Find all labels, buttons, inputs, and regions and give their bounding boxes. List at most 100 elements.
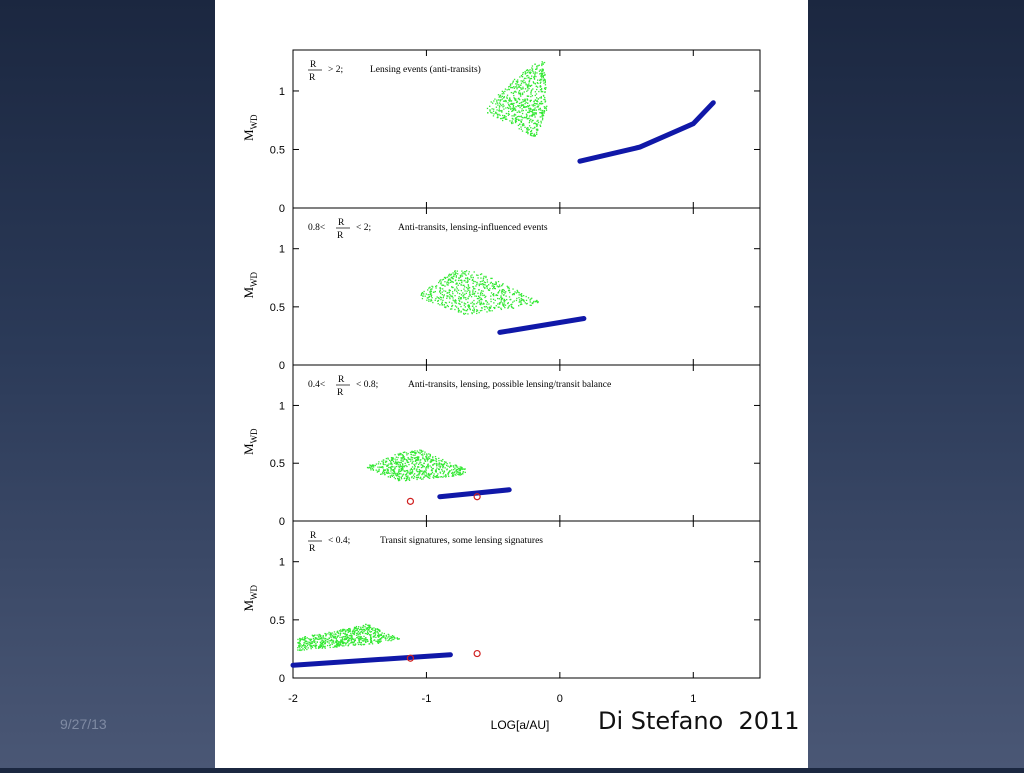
green-point: [494, 306, 496, 309]
x-tick-label: -2: [288, 693, 298, 705]
green-point: [522, 123, 525, 125]
green-point: [339, 636, 341, 639]
green-point: [546, 105, 548, 107]
green-point: [530, 84, 533, 87]
green-point: [432, 464, 434, 466]
green-point: [344, 632, 346, 634]
green-point: [405, 479, 408, 481]
green-point: [504, 299, 506, 302]
green-point: [460, 294, 463, 296]
green-point: [454, 270, 456, 273]
green-point: [385, 471, 388, 474]
green-point: [497, 286, 500, 288]
green-point: [537, 119, 539, 122]
green-point: [501, 114, 504, 117]
green-point: [416, 459, 418, 461]
green-point: [480, 301, 482, 303]
green-point: [533, 122, 535, 125]
green-point: [480, 297, 482, 300]
green-point: [443, 290, 445, 292]
green-point: [531, 95, 534, 97]
green-point: [299, 642, 301, 645]
green-point: [365, 641, 367, 644]
green-point: [521, 116, 523, 119]
green-point: [362, 637, 364, 640]
green-point: [489, 105, 491, 107]
green-point: [504, 90, 506, 93]
green-point: [432, 291, 435, 293]
green-point: [441, 468, 443, 471]
green-point: [349, 628, 351, 630]
green-point: [435, 460, 438, 463]
green-point: [520, 293, 522, 296]
green-point: [483, 283, 485, 286]
green-point: [322, 641, 325, 644]
green-point: [415, 452, 417, 454]
green-point: [427, 473, 430, 475]
green-point: [519, 115, 521, 118]
green-point: [475, 274, 478, 276]
green-point: [402, 460, 404, 462]
green-point: [498, 108, 501, 110]
green-point: [402, 456, 404, 458]
green-point: [408, 458, 411, 460]
green-point: [485, 305, 488, 308]
green-point: [526, 90, 528, 92]
green-point: [321, 642, 323, 644]
green-point: [400, 454, 402, 456]
green-point: [528, 80, 531, 82]
green-point: [411, 475, 413, 478]
green-point: [509, 107, 511, 109]
green-point: [520, 297, 522, 300]
green-point: [539, 112, 541, 114]
green-point: [339, 632, 342, 635]
green-point: [427, 465, 429, 468]
green-point: [446, 304, 449, 307]
green-point: [329, 644, 331, 647]
green-point: [541, 112, 543, 115]
green-point: [503, 96, 505, 99]
green-point: [500, 307, 502, 309]
green-point: [314, 646, 317, 648]
green-point: [539, 124, 541, 126]
green-point: [536, 125, 538, 128]
green-point: [306, 637, 308, 639]
green-point: [459, 297, 462, 299]
green-point: [484, 308, 486, 311]
green-point: [460, 297, 463, 299]
green-point: [536, 67, 538, 69]
green-point: [486, 301, 489, 303]
green-point: [307, 643, 309, 645]
green-point: [517, 98, 520, 100]
green-point: [442, 278, 445, 281]
green-point: [432, 457, 434, 459]
green-point: [500, 298, 503, 300]
green-point: [411, 458, 413, 461]
green-point: [462, 309, 465, 311]
green-point: [499, 105, 501, 107]
green-point: [488, 303, 490, 305]
green-point: [459, 474, 462, 476]
green-point: [386, 464, 388, 466]
green-point: [536, 97, 538, 99]
green-point: [299, 639, 301, 641]
green-point: [315, 637, 318, 639]
green-point: [415, 463, 417, 465]
green-point: [307, 647, 309, 649]
green-point: [362, 624, 365, 627]
green-point: [336, 645, 338, 647]
green-point: [427, 475, 429, 477]
green-point: [508, 100, 511, 102]
green-point: [530, 118, 532, 121]
green-point: [529, 304, 531, 306]
green-point: [536, 299, 538, 302]
green-point: [540, 112, 542, 114]
green-point: [459, 466, 461, 468]
green-point: [335, 633, 337, 636]
green-point: [357, 633, 359, 636]
green-point: [424, 295, 426, 297]
green-point: [332, 646, 334, 648]
green-point: [348, 643, 350, 645]
green-point: [312, 635, 315, 637]
green-point: [531, 297, 533, 299]
